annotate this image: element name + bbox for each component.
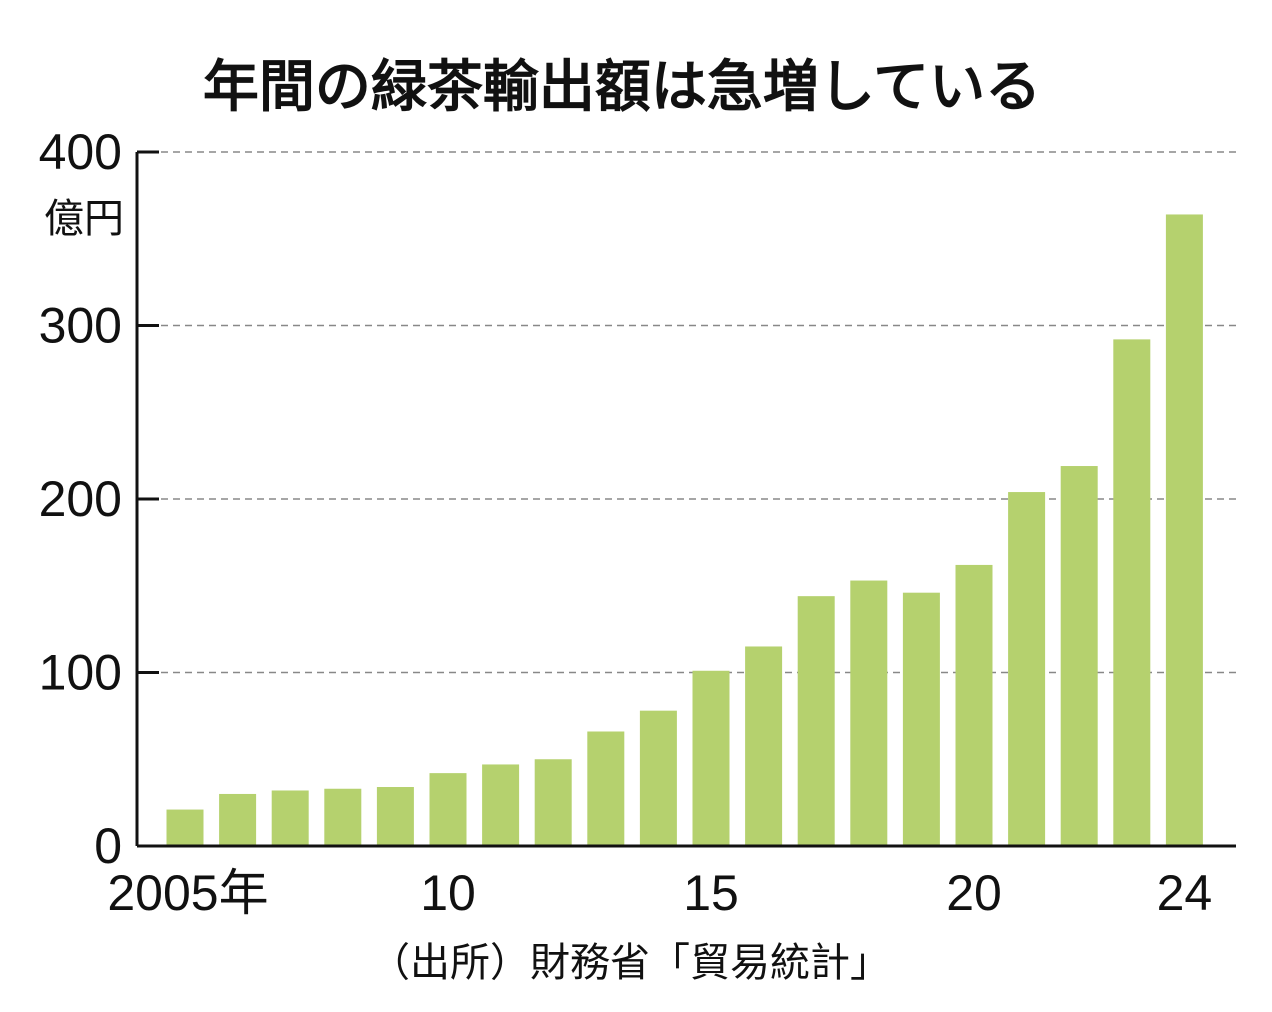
y-tick-label: 300	[39, 298, 122, 354]
bar-2005	[166, 809, 204, 846]
bar-2021	[1008, 492, 1046, 846]
source-note: （出所）財務省「貿易統計」	[370, 940, 890, 986]
bar-2011	[482, 764, 520, 846]
bar-2010	[429, 773, 467, 846]
y-tick-label: 200	[39, 471, 122, 527]
bar-2018	[850, 580, 888, 846]
x-tick-label: 2005年	[107, 865, 268, 921]
y-tick-label: 400	[39, 124, 122, 180]
gridlines	[137, 151, 1236, 674]
bar-2024	[1165, 214, 1203, 846]
bar-2017	[797, 596, 835, 846]
bar-2008	[324, 788, 362, 846]
bar-2019	[902, 592, 940, 846]
bar-2014	[639, 710, 677, 846]
x-tick-label: 15	[683, 865, 739, 921]
bar-2016	[745, 646, 783, 846]
x-tick-label: 24	[1157, 865, 1213, 921]
bar-2009	[376, 787, 414, 846]
bar-2015	[692, 670, 730, 846]
y-tick-label: 100	[39, 645, 122, 701]
chart-title: 年間の緑茶輸出額は急増している	[203, 55, 1041, 120]
x-tick-label: 10	[420, 865, 476, 921]
bar-2023	[1113, 339, 1151, 846]
bar-2012	[534, 759, 572, 846]
bar-2022	[1060, 466, 1098, 846]
x-tick-label: 20	[946, 865, 1002, 921]
bars	[166, 214, 1203, 846]
bar-2013	[587, 731, 625, 846]
y-ticks: 0 100 200 300 400	[39, 124, 159, 874]
y-unit-label: 億円	[44, 196, 124, 242]
bar-2020	[955, 564, 993, 846]
x-ticks: 2005年 10 15 20 24	[107, 865, 1212, 921]
y-tick-label: 0	[94, 818, 122, 874]
bar-2007	[271, 790, 309, 846]
bar-2006	[219, 793, 257, 846]
